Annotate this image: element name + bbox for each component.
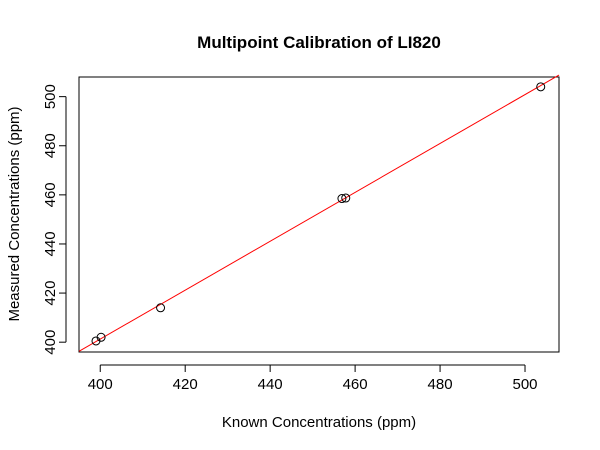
x-tick-label-0: 400 [88, 376, 113, 393]
chart-title: Multipoint Calibration of LI820 [197, 33, 441, 52]
y-tick-label-1: 420 [42, 281, 59, 306]
fit-line-layer [78, 74, 560, 352]
fit-line [78, 74, 560, 352]
data-points [91, 82, 546, 346]
x-tick-label-3: 460 [343, 376, 368, 393]
y-tick-label-3: 460 [42, 182, 59, 207]
y-tick-label-5: 500 [42, 84, 59, 109]
x-tick-label-4: 480 [428, 376, 453, 393]
x-axis-label: Known Concentrations (ppm) [222, 414, 416, 431]
y-axis: 400 420 440 460 480 500 [42, 84, 67, 355]
data-point-5 [536, 82, 546, 92]
x-tick-label-5: 500 [513, 376, 538, 393]
data-point-2 [156, 303, 166, 313]
plot-frame [78, 76, 560, 353]
y-axis-label: Measured Concentrations (ppm) [6, 106, 23, 321]
data-point-3 [337, 194, 347, 204]
x-axis: 400 420 440 460 480 500 [88, 364, 538, 393]
x-tick-label-1: 420 [173, 376, 198, 393]
x-tick-label-2: 440 [258, 376, 283, 393]
y-tick-label-0: 400 [42, 330, 59, 355]
data-point-4 [341, 193, 351, 203]
y-tick-label-4: 480 [42, 133, 59, 158]
y-tick-label-2: 440 [42, 231, 59, 256]
data-point-1 [96, 332, 106, 342]
